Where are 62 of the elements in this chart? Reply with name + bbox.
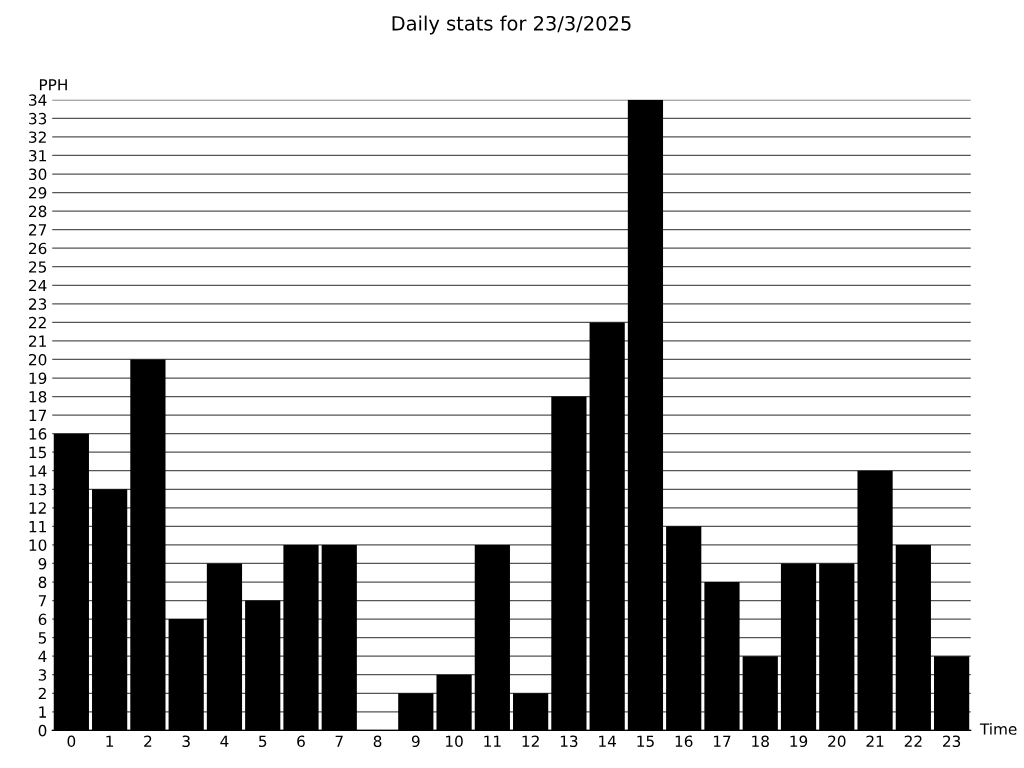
x-tick-label: 22: [904, 735, 922, 747]
y-tick-label: 31: [29, 149, 46, 162]
y-tick-label: 14: [29, 465, 47, 477]
chart-title: Daily stats for 23/3/2025: [392, 15, 631, 35]
y-tick-label: 7: [38, 595, 47, 607]
y-tick-label: 34: [29, 94, 47, 106]
y-tick-label: 27: [29, 224, 47, 236]
x-tick-label: 16: [675, 735, 693, 748]
y-tick-label: 16: [29, 428, 47, 440]
y-tick-label: 17: [29, 409, 47, 421]
x-tick-label: 23: [943, 735, 961, 748]
y-axis-title: PPH: [39, 79, 67, 91]
y-tick-label: 18: [29, 391, 47, 403]
y-tick-label: 11: [29, 521, 46, 533]
x-tick-label: 9: [411, 735, 420, 748]
y-tick-label: 19: [29, 372, 47, 385]
x-tick-label: 2: [144, 735, 152, 747]
x-tick-label: 1: [106, 735, 114, 747]
y-tick-label: 2: [38, 687, 46, 700]
x-tick-label: 3: [182, 735, 190, 748]
x-tick-label: 0: [67, 735, 76, 748]
y-tick-label: 15: [29, 446, 47, 459]
x-tick-label: 13: [560, 735, 578, 748]
x-tick-label: 7: [335, 735, 343, 747]
y-tick-label: 6: [38, 613, 47, 626]
y-tick-label: 29: [29, 187, 47, 199]
x-tick-label: 4: [220, 735, 229, 747]
x-tick-label: 15: [637, 735, 654, 748]
y-tick-label: 20: [29, 353, 47, 366]
x-tick-label: 17: [713, 735, 731, 747]
y-tick-label: 24: [29, 279, 47, 292]
y-tick-label: 8: [38, 576, 47, 589]
y-tick-label: 12: [29, 502, 46, 514]
x-tick-label: 6: [297, 735, 305, 748]
x-tick-label: 18: [752, 735, 769, 748]
y-tick-label: 22: [29, 316, 46, 329]
x-axis-title: Time: [979, 722, 1017, 735]
x-tick-label: 8: [373, 735, 382, 748]
y-tick-label: 30: [29, 168, 47, 181]
y-tick-label: 25: [29, 261, 47, 273]
x-tick-label: 10: [446, 735, 463, 748]
x-tick-label: 14: [599, 735, 617, 747]
x-tick-label: 11: [484, 735, 501, 747]
y-tick-label: 9: [38, 557, 47, 570]
y-tick-label: 1: [39, 706, 46, 718]
y-tick-label: 0: [38, 724, 47, 737]
y-tick-label: 32: [29, 131, 46, 143]
y-tick-label: 3: [38, 669, 47, 681]
y-tick-label: 13: [29, 483, 47, 496]
y-tick-label: 28: [29, 205, 47, 218]
y-tick-label: 23: [29, 298, 47, 310]
y-tick-label: 33: [29, 112, 47, 125]
y-tick-label: 5: [38, 632, 47, 644]
x-tick-label: 19: [790, 735, 808, 748]
y-tick-label: 21: [29, 335, 46, 347]
x-tick-label: 5: [259, 735, 267, 748]
y-tick-label: 26: [29, 242, 47, 255]
x-tick-label: 12: [522, 735, 539, 747]
x-tick-label: 20: [828, 735, 846, 748]
x-tick-label: 21: [866, 735, 884, 747]
y-tick-label: 10: [29, 539, 47, 551]
y-tick-label: 4: [38, 650, 47, 662]
